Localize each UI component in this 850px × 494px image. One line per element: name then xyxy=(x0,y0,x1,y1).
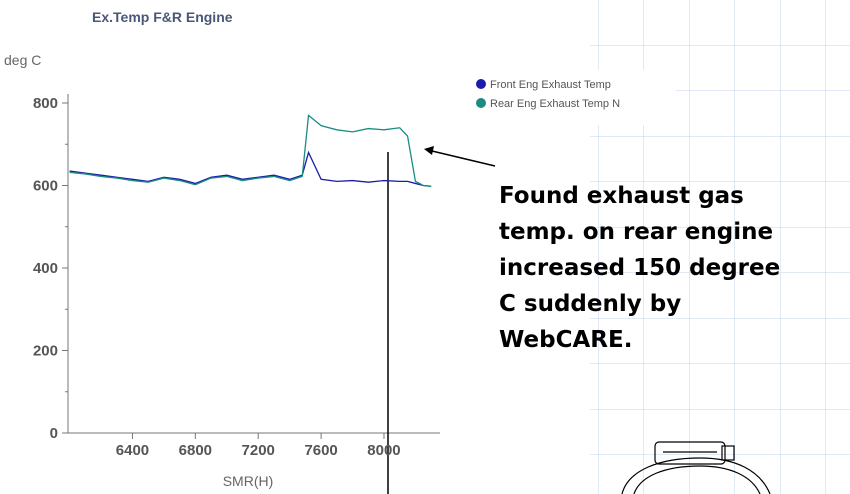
y-tick-label: 0 xyxy=(50,425,58,442)
series-line xyxy=(69,114,432,187)
y-tick-label: 600 xyxy=(33,178,58,195)
legend-swatch xyxy=(476,98,486,108)
annotation-line: WebCARE. xyxy=(499,327,632,353)
legend-label: Rear Eng Exhaust Temp N xyxy=(490,98,620,110)
x-tick-label: 7600 xyxy=(304,442,337,459)
series-line xyxy=(69,150,432,187)
annotation-line: C suddenly by xyxy=(499,291,681,317)
y-tick-label: 200 xyxy=(33,343,58,360)
legend-label: Front Eng Exhaust Temp xyxy=(490,79,611,91)
annotation: Found exhaust gas temp. on rear engine inc… xyxy=(499,183,780,353)
chart-title: Ex.Temp F&R Engine xyxy=(92,9,233,25)
annotation-line: temp. on rear engine xyxy=(499,219,773,245)
y-axis-label: deg C xyxy=(4,52,41,68)
legend-swatch xyxy=(476,79,486,89)
x-tick-label: 7200 xyxy=(242,442,275,459)
x-tick-label: 8000 xyxy=(367,442,400,459)
x-tick-label: 6400 xyxy=(116,442,149,459)
arrowhead xyxy=(424,146,434,155)
annotation-line: Found exhaust gas xyxy=(499,183,744,209)
arrow xyxy=(431,150,496,167)
y-tick-label: 800 xyxy=(33,95,58,112)
legend-bg xyxy=(590,70,676,125)
chart-bg xyxy=(0,0,470,494)
chart-bg xyxy=(470,0,590,494)
x-axis-label: SMR(H) xyxy=(223,473,274,489)
legend: Front Eng Exhaust Temp Rear Eng Exhaust T… xyxy=(476,79,620,110)
y-tick-label: 400 xyxy=(33,260,58,277)
clamp-icon xyxy=(621,441,771,494)
x-tick-label: 6800 xyxy=(179,442,212,459)
annotation-line: increased 150 degree xyxy=(499,255,780,281)
